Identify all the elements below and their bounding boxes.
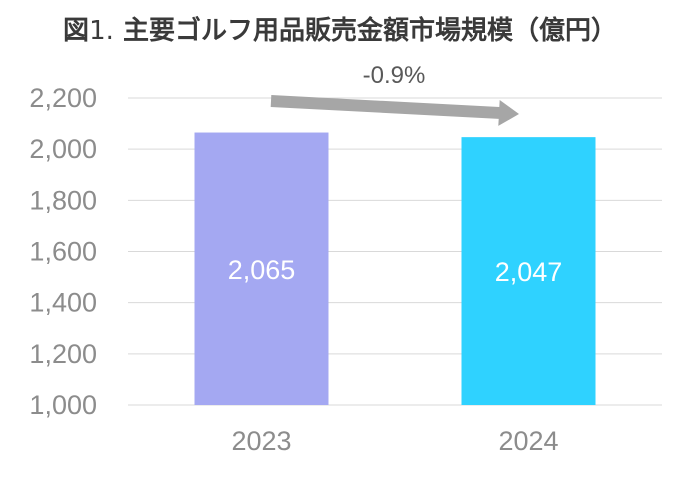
bar-2023 [194, 132, 329, 405]
y-tick-label: 1,200 [29, 339, 97, 369]
bar-2024 [461, 137, 596, 405]
x-tick-label: 2024 [498, 426, 558, 456]
change-label: -0.9% [363, 62, 426, 89]
y-tick-label: 1,400 [29, 288, 97, 318]
chart-title: 図1. 主要ゴルフ用品販売金額市場規模（億円） [0, 10, 680, 47]
bar-value-label: 2,047 [495, 257, 563, 287]
change-arrow [270, 95, 519, 126]
y-tick-label: 1,600 [29, 237, 97, 267]
y-tick-label: 1,000 [29, 390, 97, 420]
bars: 2,065 2,047 [194, 132, 596, 405]
y-axis-ticks: 1,000 1,200 1,400 1,600 1,800 2,000 2,200 [29, 83, 97, 420]
bar-value-label: 2,065 [228, 255, 296, 285]
x-axis-ticks: 2023 2024 [231, 426, 558, 456]
title-number: 1. [89, 16, 114, 46]
trend-arrow-icon [270, 95, 519, 126]
title-prefix: 図 [63, 16, 90, 46]
x-tick-label: 2023 [231, 426, 291, 456]
title-text: 主要ゴルフ用品販売金額市場規模（億円） [122, 16, 617, 46]
y-tick-label: 2,200 [29, 83, 97, 113]
y-tick-label: 2,000 [29, 134, 97, 164]
y-tick-label: 1,800 [29, 185, 97, 215]
